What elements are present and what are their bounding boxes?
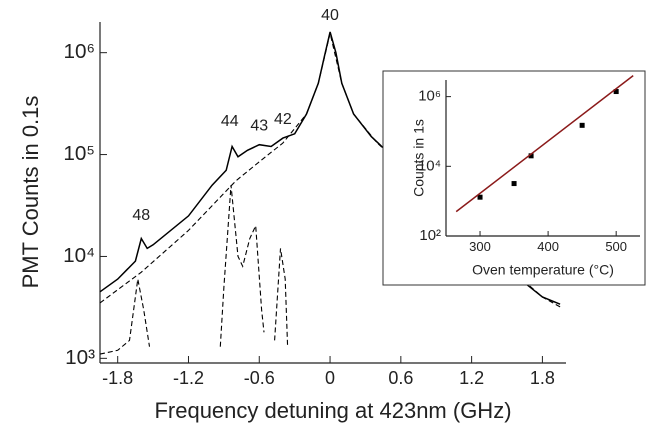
- x-tick-label: -0.6: [244, 368, 275, 388]
- x-tick-label: 500: [605, 239, 627, 254]
- x-tick-label: -1.2: [173, 368, 204, 388]
- x-axis-label: Frequency detuning at 423nm (GHz): [154, 398, 511, 423]
- y-tick-label: 10⁴: [63, 244, 95, 267]
- data-line: [99, 33, 561, 308]
- data-point: [613, 89, 619, 95]
- peak-label: 40: [321, 7, 339, 24]
- peak-label: 44: [221, 113, 239, 130]
- x-tick-label: 1.8: [530, 368, 555, 388]
- peak-label: 48: [132, 207, 150, 224]
- x-tick-label: 0: [325, 368, 335, 388]
- x-axis-label: Oven temperature (°C): [472, 262, 614, 278]
- x-tick-label: 1.2: [459, 368, 484, 388]
- peak-label: 43: [250, 117, 268, 134]
- data-line: [455, 75, 634, 213]
- y-tick-label: 10²: [419, 227, 441, 244]
- data-line: [99, 185, 289, 355]
- x-tick-label: 300: [469, 239, 491, 254]
- inset-frame: [382, 70, 646, 286]
- data-point: [528, 153, 534, 159]
- peak-label: 42: [274, 111, 292, 128]
- y-tick-label: 10⁶: [63, 40, 95, 63]
- y-tick-label: 10⁴: [418, 157, 441, 174]
- y-axis-label: PMT Counts in 0.1s: [18, 96, 43, 289]
- data-point: [477, 194, 483, 200]
- data-point: [579, 122, 585, 128]
- data-point: [511, 181, 517, 187]
- y-axis-label: Counts in 1s: [411, 119, 427, 197]
- y-tick-label: 10⁵: [63, 142, 95, 165]
- x-tick-label: 0.6: [388, 368, 413, 388]
- x-tick-label: 400: [537, 239, 559, 254]
- y-tick-label: 10³: [65, 346, 95, 369]
- x-tick-label: -1.8: [102, 368, 133, 388]
- y-tick-label: 10⁶: [418, 88, 441, 105]
